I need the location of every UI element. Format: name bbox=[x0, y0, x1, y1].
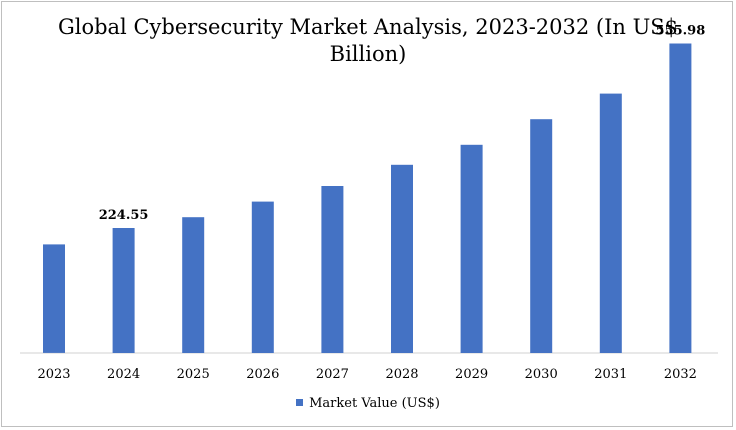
bar-2032 bbox=[669, 43, 692, 353]
bar-2025 bbox=[182, 217, 205, 353]
legend-swatch bbox=[296, 399, 304, 406]
x-tick-label-2032: 2032 bbox=[664, 367, 697, 382]
x-tick-label-2028: 2028 bbox=[385, 367, 418, 382]
x-tick-labels-group: 2023 2024 2025 2026 2027 2028 2029 2030 2031 2032 bbox=[37, 367, 696, 382]
bar-2027 bbox=[321, 186, 344, 353]
x-tick-label-2026: 2026 bbox=[246, 367, 279, 382]
x-tick-label-2024: 2024 bbox=[107, 367, 140, 382]
bar-2024 bbox=[112, 228, 135, 353]
bar-2026 bbox=[251, 201, 274, 353]
legend-label: Market Value (US$) bbox=[309, 396, 440, 411]
x-tick-label-2030: 2030 bbox=[525, 367, 558, 382]
bar-2029 bbox=[460, 144, 483, 353]
data-labels-group: 224.55 555.98 bbox=[99, 24, 706, 224]
chart-title: Global Cybersecurity Market Analysis, 20… bbox=[57, 15, 679, 66]
data-label-2024: 224.55 bbox=[99, 208, 149, 223]
x-tick-label-2031: 2031 bbox=[594, 367, 627, 382]
bar-2030 bbox=[530, 119, 553, 353]
x-tick-label-2027: 2027 bbox=[316, 367, 349, 382]
bar-2031 bbox=[599, 93, 622, 353]
bars-group bbox=[43, 43, 692, 353]
bar-2023 bbox=[43, 244, 65, 353]
bar-2028 bbox=[391, 164, 413, 353]
x-tick-label-2025: 2025 bbox=[177, 367, 210, 382]
legend: Market Value (US$) bbox=[0, 396, 736, 411]
data-label-2032: 555.98 bbox=[656, 24, 706, 39]
x-tick-label-2029: 2029 bbox=[455, 367, 488, 382]
x-tick-label-2023: 2023 bbox=[37, 367, 70, 382]
